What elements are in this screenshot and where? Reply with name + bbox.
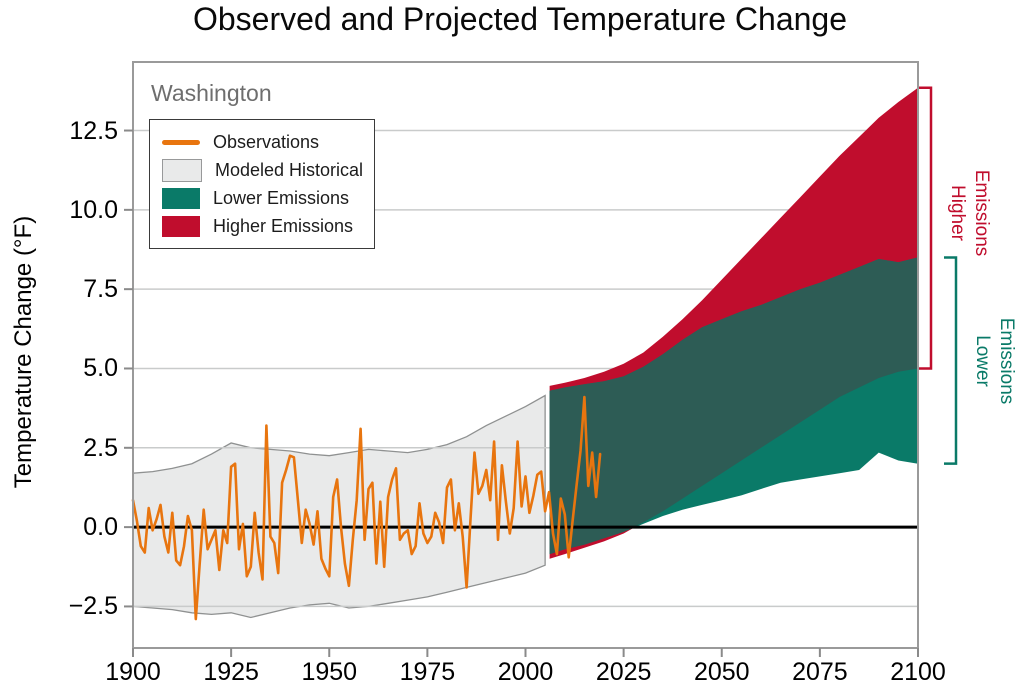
x-tick-label: 2075 bbox=[792, 658, 848, 686]
observations-line bbox=[131, 395, 602, 621]
y-tick-label: 2.5 bbox=[83, 433, 118, 462]
legend-label: Higher Emissions bbox=[213, 215, 354, 236]
legend-label: Observations bbox=[213, 131, 320, 152]
x-tick-label: 1950 bbox=[301, 658, 358, 686]
modeled-historical-swatch bbox=[162, 158, 202, 182]
legend-box: Observations Modeled Historical Lower Em… bbox=[149, 119, 375, 249]
region-label: Washington bbox=[151, 80, 272, 106]
y-tick-label: 10.0 bbox=[69, 195, 118, 224]
legend-label: Modeled Historical bbox=[215, 159, 364, 180]
lower-emissions-bracket bbox=[944, 256, 958, 465]
x-tick-label: 2000 bbox=[497, 658, 554, 686]
legend-item-modeled-historical: Modeled Historical bbox=[162, 156, 364, 184]
emissions-overlap-band bbox=[549, 257, 918, 555]
legend-item-higher-emissions: Higher Emissions bbox=[162, 212, 362, 240]
y-tick-label: 0.0 bbox=[83, 513, 118, 542]
legend-item-lower-emissions: Lower Emissions bbox=[162, 184, 362, 212]
higher-emissions-label-word: Emissions bbox=[971, 169, 992, 257]
y-tick-label: 5.0 bbox=[83, 354, 118, 383]
lower-emissions-label-word: Emissions bbox=[996, 317, 1017, 404]
x-tick-label: 2025 bbox=[595, 658, 652, 686]
x-tick-label: 1900 bbox=[105, 658, 161, 686]
legend-label: Lower Emissions bbox=[213, 187, 350, 208]
y-tick-label: −2.5 bbox=[68, 592, 118, 621]
y-tick-label: 12.5 bbox=[69, 116, 118, 145]
lower-emissions-swatch bbox=[162, 187, 200, 209]
observations-line-swatch bbox=[162, 139, 200, 145]
higher-emissions-bracket bbox=[919, 86, 933, 370]
higher-emissions-swatch bbox=[162, 215, 200, 237]
x-tick-label: 1925 bbox=[203, 658, 259, 686]
x-tick-label: 1975 bbox=[399, 658, 456, 686]
x-tick-label: 2100 bbox=[890, 658, 946, 686]
lower-emissions-label-word: Lower bbox=[972, 334, 993, 387]
legend-item-observations: Observations bbox=[162, 128, 362, 156]
y-tick-label: 7.5 bbox=[83, 275, 118, 304]
chart-title: Observed and Projected Temperature Chang… bbox=[192, 1, 848, 37]
higher-emissions-label-word: Higher bbox=[947, 185, 968, 242]
x-tick-label: 2050 bbox=[693, 658, 750, 686]
